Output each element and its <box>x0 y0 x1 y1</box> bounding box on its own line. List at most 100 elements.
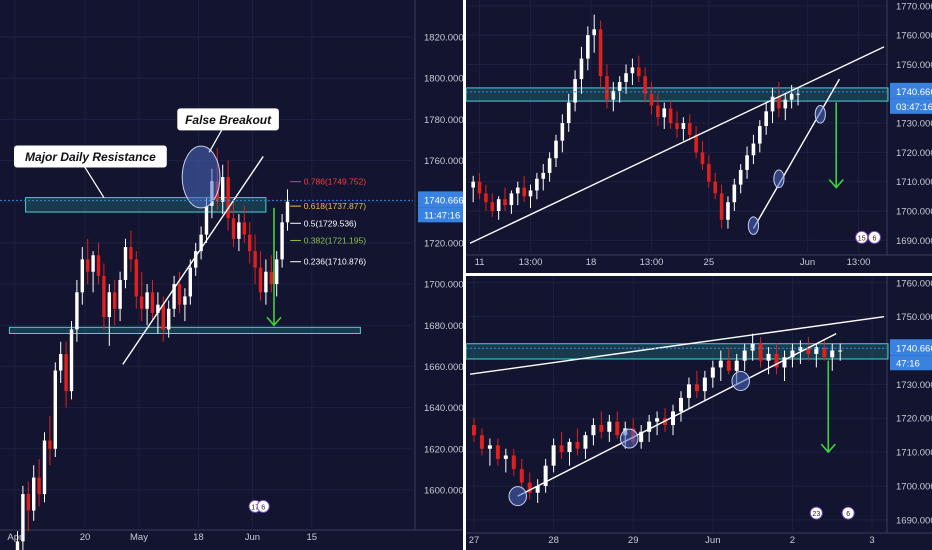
trendline[interactable] <box>469 46 885 244</box>
candle-body <box>237 222 241 239</box>
candle-body <box>592 29 596 36</box>
event-badge-icon[interactable] <box>855 230 869 244</box>
resistance-zone[interactable] <box>466 343 889 360</box>
candle-body <box>48 440 52 449</box>
y-tick-label: 1690.000 <box>896 236 932 247</box>
candle-body <box>535 178 539 191</box>
candle-body <box>547 158 552 173</box>
fib-level-label: 0.382(1721.195) <box>304 235 367 245</box>
x-tick-label: 15 <box>307 532 318 543</box>
y-tick-label: 1710.000 <box>896 177 932 188</box>
candle-body <box>726 360 731 371</box>
candle-body <box>567 441 572 453</box>
trendline[interactable] <box>122 156 264 365</box>
y-tick-label: 1700.000 <box>896 206 932 217</box>
y-tick-label: 1640.000 <box>424 403 463 414</box>
candle-body <box>656 105 660 118</box>
candle-body <box>280 222 284 260</box>
four-hour-chart-panel[interactable]: 1690.000 1700.000 1710.000 1720.000 1730.000… <box>466 0 932 273</box>
callout-box[interactable] <box>177 108 279 131</box>
touch-point-circle[interactable] <box>814 104 826 124</box>
event-badge-icon[interactable] <box>809 506 823 520</box>
candle-body <box>734 360 739 371</box>
candle-body <box>822 347 827 358</box>
y-tick-label: 1820.000 <box>424 33 463 44</box>
candle-body <box>675 123 679 129</box>
candle-body <box>264 271 268 293</box>
daily-chart[interactable]: 1600.000 1620.000 1640.000 1660.000 1680.000… <box>0 0 463 550</box>
trendline[interactable] <box>517 332 837 497</box>
candle-body <box>694 134 698 153</box>
candle-body <box>503 455 508 459</box>
y-tick-label: 1680.000 <box>424 321 463 332</box>
candle-body <box>248 234 252 252</box>
event-badge-icon[interactable] <box>841 506 855 520</box>
touch-point-circle[interactable] <box>747 216 760 235</box>
candle-body <box>611 90 616 100</box>
callout-text: Major Daily Resistance <box>25 150 156 164</box>
fib-level-label: 0.618(1737.877) <box>304 201 367 211</box>
fib-level-label: 0.786(1749.752) <box>304 177 367 187</box>
candle-body <box>188 267 192 297</box>
candle-body <box>694 384 699 392</box>
event-badge-icon[interactable] <box>256 499 270 513</box>
trendline[interactable] <box>752 78 841 229</box>
x-tick-label: May <box>130 532 148 543</box>
candle-body <box>253 251 257 268</box>
y-tick-label: 1620.000 <box>424 444 463 455</box>
callout-box[interactable] <box>14 145 167 168</box>
candle-body <box>806 347 811 354</box>
touch-point-circle[interactable] <box>508 486 528 507</box>
candle-body <box>687 123 692 135</box>
event-badge-count: 6 <box>872 235 876 242</box>
touch-point-circle[interactable] <box>773 169 785 189</box>
candle-body <box>617 82 622 91</box>
candle-body <box>678 397 683 412</box>
resistance-zone[interactable] <box>466 87 889 102</box>
candle-body <box>681 123 686 129</box>
candle-body <box>573 79 577 103</box>
x-tick-label: Jun <box>705 535 720 546</box>
event-badge-icon[interactable] <box>867 230 881 244</box>
candle-body <box>713 181 718 194</box>
candle-body <box>194 251 198 268</box>
false-breakout-ellipse[interactable] <box>181 145 221 209</box>
candle-body <box>607 421 612 432</box>
hourly-chart[interactable]: 1690.000 1700.000 1710.000 1720.000 1730.000… <box>466 276 932 550</box>
countdown-text: 11:47:16 <box>424 210 460 221</box>
candle-body <box>167 308 171 330</box>
candle-body <box>790 350 795 358</box>
candle-body <box>764 111 768 126</box>
y-tick-label: 1720.000 <box>896 414 932 425</box>
candle-body <box>591 425 596 436</box>
resistance-zone[interactable] <box>8 326 361 334</box>
y-tick-label: 1660.000 <box>424 362 463 373</box>
candle-body <box>543 465 548 486</box>
trendline[interactable] <box>469 315 885 375</box>
y-tick-label: 1710.000 <box>896 448 932 459</box>
candle-body <box>668 108 673 124</box>
candle-body <box>140 296 144 309</box>
candle-body <box>732 184 737 203</box>
candle-body <box>32 477 36 511</box>
arrow-head <box>266 316 282 327</box>
candle-body <box>522 187 526 197</box>
candle-body <box>527 482 532 493</box>
candle-body <box>172 284 176 309</box>
hourly-chart-panel[interactable]: 1690.000 1700.000 1710.000 1720.000 1730.000… <box>466 276 932 550</box>
countdown-tag <box>418 207 463 223</box>
y-tick-label: 1700.000 <box>896 481 932 492</box>
x-tick-label: Apr <box>7 532 22 543</box>
y-tick-label: 1730.000 <box>896 119 932 130</box>
daily-chart-panel[interactable]: 1600.000 1620.000 1640.000 1660.000 1680.000… <box>0 0 463 550</box>
candle-body <box>726 202 730 220</box>
touch-point-circle[interactable] <box>731 371 750 391</box>
x-tick-label: 27 <box>469 535 480 546</box>
candle-body <box>838 350 843 352</box>
last-price-text: 1740.666 <box>896 343 932 354</box>
candle-body <box>830 350 835 358</box>
touch-point-circle[interactable] <box>619 428 639 449</box>
candle-body <box>515 187 520 194</box>
candle-body <box>782 357 787 368</box>
four-hour-chart[interactable]: 1690.000 1700.000 1710.000 1720.000 1730.000… <box>466 0 932 273</box>
